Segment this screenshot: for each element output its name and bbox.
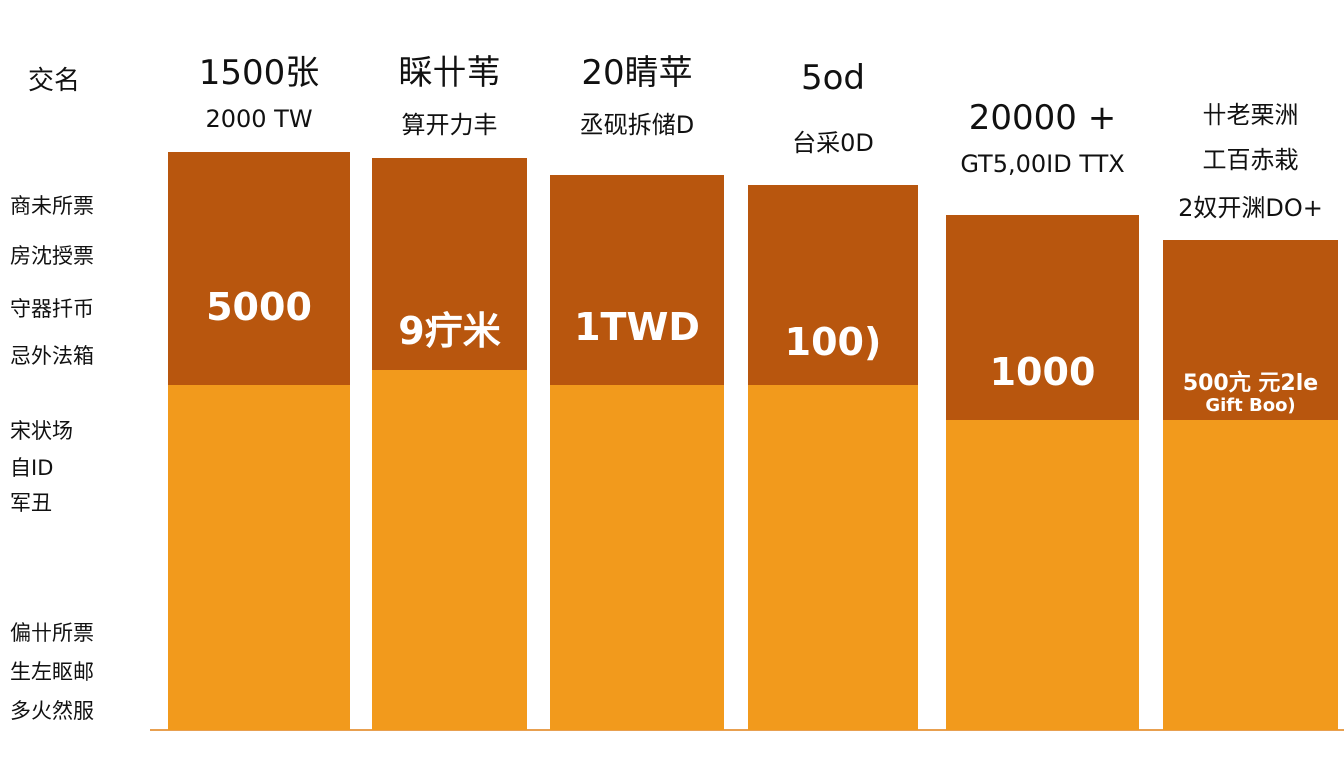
side-label: 守器扦币 <box>10 297 94 321</box>
bar-bottom <box>748 385 918 730</box>
column-header: 丞砚拆储D <box>579 111 695 139</box>
column-header: 20000 + <box>968 98 1117 138</box>
baseline <box>150 729 1344 731</box>
side-label: 交名 <box>28 66 81 96</box>
side-label: 自ID <box>10 456 54 480</box>
bar-bottom <box>372 370 527 730</box>
column-header: 1500张 <box>198 53 320 93</box>
bar-label: 1000 <box>989 350 1096 394</box>
bar-top <box>168 152 350 385</box>
bar-label: Gift Boo) <box>1205 395 1296 416</box>
bar-top <box>1163 240 1338 420</box>
side-label: 宋状场 <box>10 419 73 443</box>
side-label: 忌外法箱 <box>10 344 94 368</box>
bar-bottom <box>1163 420 1338 730</box>
column-header: 2000 TW <box>205 105 313 133</box>
bar-bottom <box>946 420 1139 730</box>
side-label: 房沈授票 <box>10 244 94 268</box>
bar-top <box>748 185 918 385</box>
bar-bottom <box>550 385 724 730</box>
bar-top <box>550 175 724 385</box>
column-header: 卄老栗洲 <box>1202 101 1299 129</box>
side-label: 军丑 <box>10 491 52 515</box>
column-header: 算开力丰 <box>401 111 498 139</box>
bar-top <box>372 158 527 370</box>
column-header: 睬卄苇 <box>398 53 501 93</box>
column-header: GT5,00ID TTX <box>960 150 1125 178</box>
column-header: 工百赤栽 <box>1202 146 1299 174</box>
bar-label: 1TWD <box>574 305 700 349</box>
column-header: 20睛苹 <box>581 53 693 93</box>
bar-top <box>946 215 1139 420</box>
bar-label: 100) <box>784 320 882 364</box>
side-label: 偏卄所票 <box>10 621 94 645</box>
column-header: 台采0D <box>792 129 874 157</box>
column-header: 5od <box>800 58 866 98</box>
column-header: 2奴开渊DO+ <box>1178 194 1323 222</box>
side-label: 多火然服 <box>10 699 94 723</box>
bar-label: 5000 <box>206 285 312 329</box>
side-label: 商未所票 <box>10 194 94 218</box>
bar-label: 9疔米 <box>398 309 501 353</box>
bar-bottom <box>168 385 350 730</box>
side-label: 生左眍邮 <box>10 660 94 684</box>
bar-label: 500亢 元2le <box>1182 371 1319 396</box>
